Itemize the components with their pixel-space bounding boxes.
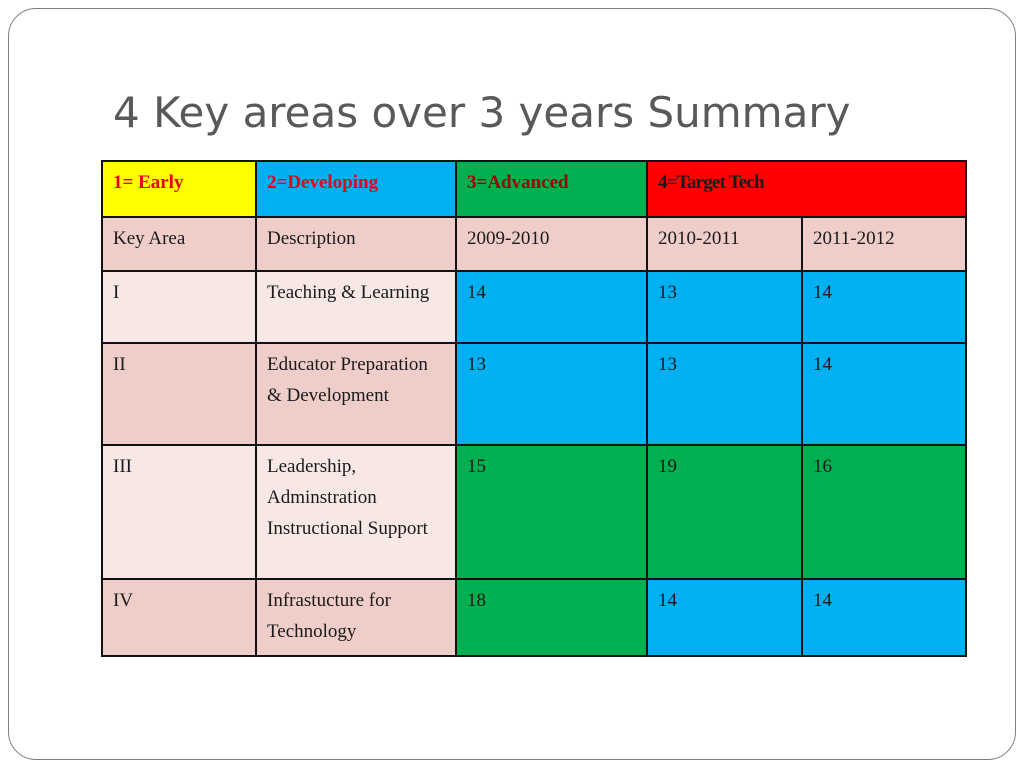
- table-row: IV Infrastucture for Technology 18 14 14: [101, 578, 968, 657]
- score-cell: 14: [646, 578, 803, 657]
- summary-table: 1= Early 2=Developing 3=Advanced 4=Targe…: [101, 160, 968, 657]
- score-cell: 13: [646, 270, 803, 344]
- legend-advanced-label: 3=Advanced: [467, 172, 569, 193]
- description-cell: Educator Preparation & Development: [255, 342, 457, 446]
- legend-target-tech: 4=Target Tech: [645, 160, 968, 218]
- slide-title: 4 Key areas over 3 years Summary: [113, 88, 851, 137]
- key-area-cell: III: [101, 444, 257, 580]
- score-cell: 14: [455, 270, 648, 344]
- key-area-cell: II: [101, 342, 257, 446]
- score-cell: 15: [455, 444, 648, 580]
- score-cell: 14: [800, 342, 968, 446]
- legend-advanced: 3=Advanced: [455, 160, 648, 218]
- score-cell: 13: [646, 342, 803, 446]
- col-header-2010-2011: 2010-2011: [646, 216, 803, 272]
- score-cell: 18: [455, 578, 648, 657]
- description-cell: Infrastucture for Technology: [255, 578, 457, 657]
- key-area-cell: IV: [101, 578, 257, 657]
- score-cell: 14: [800, 578, 968, 657]
- legend-early: 1= Early: [101, 160, 257, 218]
- legend-developing-label: 2=Developing: [267, 172, 379, 193]
- score-cell: 16: [800, 444, 968, 580]
- legend-row: 1= Early 2=Developing 3=Advanced 4=Targe…: [101, 160, 968, 218]
- table-row: II Educator Preparation & Development 13…: [101, 342, 968, 446]
- table-row: III Leadership, Adminstration Instructio…: [101, 444, 968, 580]
- legend-target-tech-label: 4=Target Tech: [658, 172, 765, 193]
- col-header-2011-2012: 2011-2012: [800, 216, 968, 272]
- table-row: I Teaching & Learning 14 13 14: [101, 270, 968, 344]
- key-area-cell: I: [101, 270, 257, 344]
- header-row: Key Area Description 2009-2010 2010-2011…: [101, 216, 968, 272]
- col-header-description: Description: [255, 216, 457, 272]
- score-cell: 14: [800, 270, 968, 344]
- legend-early-label: 1= Early: [113, 172, 184, 193]
- score-cell: 19: [646, 444, 803, 580]
- score-cell: 13: [455, 342, 648, 446]
- description-cell: Teaching & Learning: [255, 270, 457, 344]
- col-header-key-area: Key Area: [101, 216, 257, 272]
- description-cell: Leadership, Adminstration Instructional …: [255, 444, 457, 580]
- col-header-2009-2010: 2009-2010: [455, 216, 648, 272]
- legend-developing: 2=Developing: [255, 160, 457, 218]
